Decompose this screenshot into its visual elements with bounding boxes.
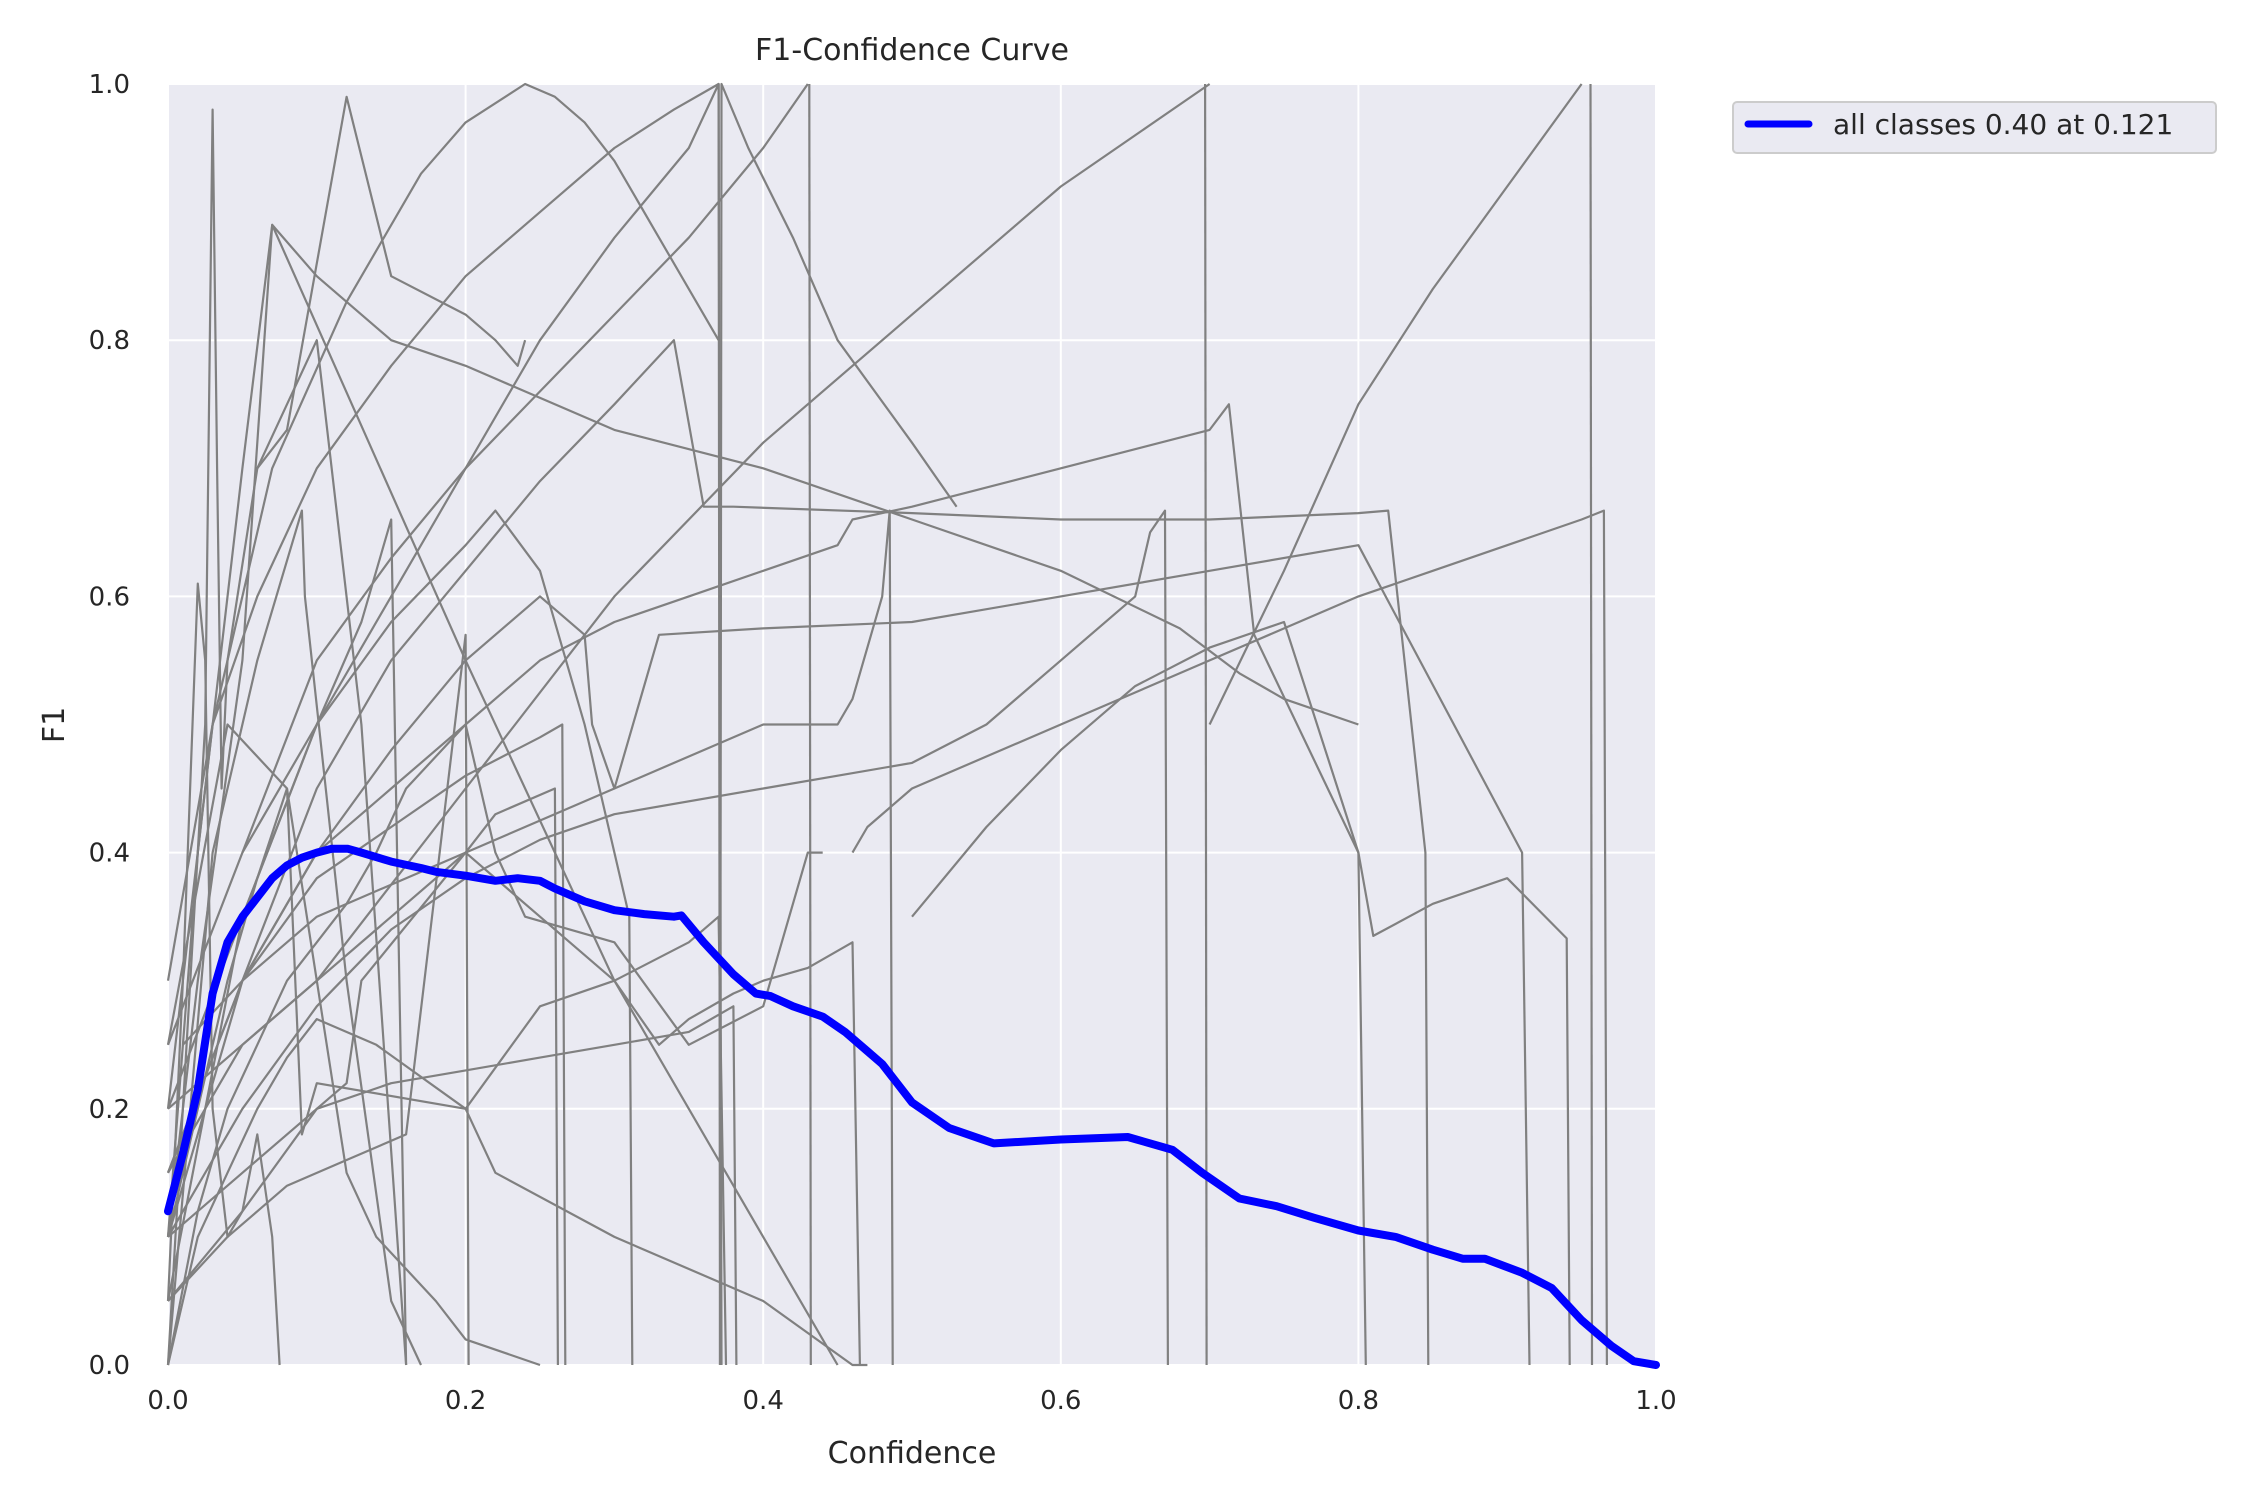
class-curve-27: [166, 723, 823, 1366]
class-curve-29: [166, 787, 728, 1366]
class-curve-22: [167, 1005, 738, 1366]
y-axis-label: F1: [37, 707, 72, 743]
x-tick-labels: 0.0 0.2 0.4 0.6 0.8 1.0: [147, 1386, 1676, 1416]
class-curve-12: [1589, 83, 1594, 1366]
class-curve-3: [166, 82, 720, 1109]
y-tick-label: 0.8: [89, 326, 130, 356]
class-curve-5: [718, 82, 958, 1366]
class-curve-13: [166, 403, 1367, 1366]
class-curve-10: [1203, 83, 1208, 1366]
legend-box: [1732, 101, 2217, 154]
class-curve-6: [166, 82, 723, 1366]
y-tick-label: 1.0: [89, 70, 130, 100]
class-curve-34: [182, 851, 861, 1366]
class-curve-30: [256, 95, 527, 469]
x-tick-label: 0.2: [445, 1386, 486, 1416]
all-classes-series: [164, 844, 1660, 1369]
legend-label: all classes 0.40 at 0.121: [1833, 108, 2173, 141]
y-tick-label: 0.0: [89, 1351, 130, 1381]
class-curves: [166, 82, 1609, 1367]
class-curve-7: [241, 83, 809, 853]
x-tick-label: 0.4: [743, 1386, 784, 1416]
class-curve-32: [166, 723, 541, 1367]
class-curve-25: [851, 509, 1609, 1366]
y-tick-labels: 0.0 0.2 0.4 0.6 0.8 1.0: [89, 70, 130, 1381]
class-curve-1: [166, 108, 408, 1366]
x-tick-label: 1.0: [1635, 1386, 1676, 1416]
chart-title: F1-Confidence Curve: [755, 33, 1069, 68]
class-curve-26: [911, 620, 1571, 1366]
x-tick-label: 0.8: [1338, 1386, 1379, 1416]
y-tick-label: 0.6: [89, 582, 130, 612]
class-curve-20: [167, 509, 1170, 1366]
class-curve-28: [166, 582, 281, 1366]
class-curve-9: [167, 83, 1211, 1110]
x-tick-label: 0.6: [1040, 1386, 1081, 1416]
class-curve-17: [166, 518, 408, 1366]
class-curve-19: [166, 723, 567, 1366]
plot-background: [168, 84, 1656, 1365]
y-tick-label: 0.2: [89, 1095, 130, 1125]
class-curve-14: [166, 339, 1430, 1366]
class-curve-18: [241, 544, 1531, 1366]
class-curve-11: [1208, 83, 1583, 725]
class-curve-2: [166, 223, 1359, 1237]
x-axis-label: Confidence: [828, 1436, 997, 1471]
all-classes-line: [164, 844, 1660, 1369]
class-curve-4: [166, 82, 722, 1366]
class-curve-24: [166, 1017, 868, 1367]
class-curve-33: [167, 633, 470, 1366]
y-tick-label: 0.4: [89, 839, 130, 869]
legend: all classes 0.40 at 0.121: [1732, 101, 2217, 154]
class-curve-23: [167, 787, 560, 1366]
x-tick-label: 0.0: [147, 1386, 188, 1416]
